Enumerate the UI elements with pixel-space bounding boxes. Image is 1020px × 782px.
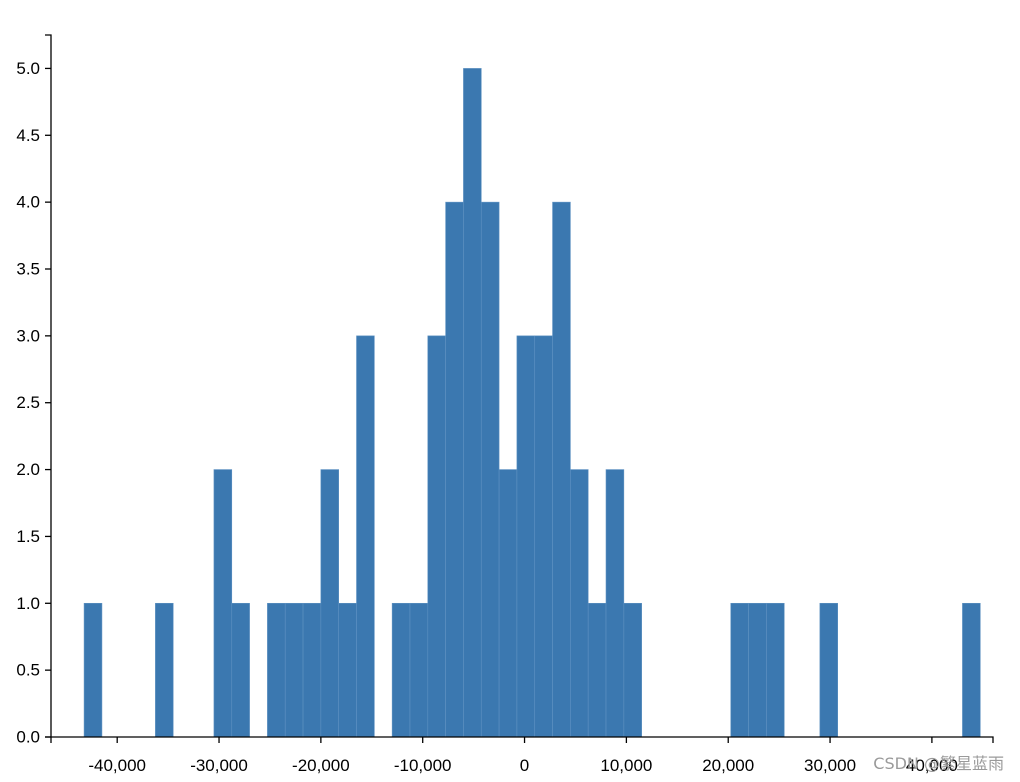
y-tick-label: 4.5 [16,126,40,145]
histogram-bar [962,602,981,738]
x-axis-domain [50,736,994,743]
histogram-bar [338,602,357,738]
histogram-bar [409,602,429,738]
x-axis: -40,000 -30,000 -20,000 -10,000 0 10,000 20,00… [50,736,994,775]
x-tick-label: 20,000 [702,756,754,775]
histogram-bar [427,335,446,738]
histogram-bar [213,469,233,738]
histogram-bar [730,602,749,738]
y-tick-label: 2.0 [16,460,40,479]
histogram-bar [534,335,553,738]
y-tick-label: 1.0 [16,594,40,613]
watermark: CSDN @繁星蓝雨 [873,754,1004,773]
x-tick-label: 40,000 [906,756,958,775]
histogram-bar [516,335,536,738]
histogram-bar [766,602,785,738]
x-tick-label: -30,000 [190,756,248,775]
histogram-bar [267,602,286,738]
x-tick-label: -20,000 [292,756,350,775]
histogram-bar [391,602,411,738]
histogram-bar [284,602,304,738]
x-tick-label: -10,000 [394,756,452,775]
histogram-bar [155,602,174,738]
y-tick-label: 2.5 [16,393,40,412]
y-axis: 0.0 0.5 1.0 1.5 2.0 2.5 3.0 3.5 4.0 4.5 5.0 [16,34,52,747]
histogram-bar [356,335,375,738]
x-tick-label: 10,000 [600,756,652,775]
y-tick-label: 0.0 [16,728,40,747]
y-tick-label: 5.0 [16,59,40,78]
y-tick-label: 1.5 [16,527,40,546]
y-tick-label: 3.0 [16,326,40,345]
y-tick-label: 0.5 [16,661,40,680]
bars-group [83,68,981,738]
histogram-bar [570,469,589,738]
histogram-bar [748,602,767,738]
x-tick-label: -40,000 [88,756,146,775]
histogram-bar [480,201,500,738]
histogram-bar [463,68,482,738]
x-tick-label: 0 [520,756,529,775]
histogram-bar [445,201,464,738]
y-tick-label: 3.5 [16,260,40,279]
histogram-bar [231,602,250,738]
histogram-bar [819,602,838,738]
y-tick-label: 4.0 [16,193,40,212]
histogram-bar [552,201,571,738]
x-tick-label: 30,000 [804,756,856,775]
histogram-bar [623,602,642,738]
histogram-bar [83,602,103,738]
histogram-bar [498,469,518,738]
y-axis-domain [45,34,52,738]
histogram-bar [605,469,625,738]
histogram-bar [320,469,339,738]
histogram-bar [587,602,607,738]
histogram-bar [302,602,322,738]
